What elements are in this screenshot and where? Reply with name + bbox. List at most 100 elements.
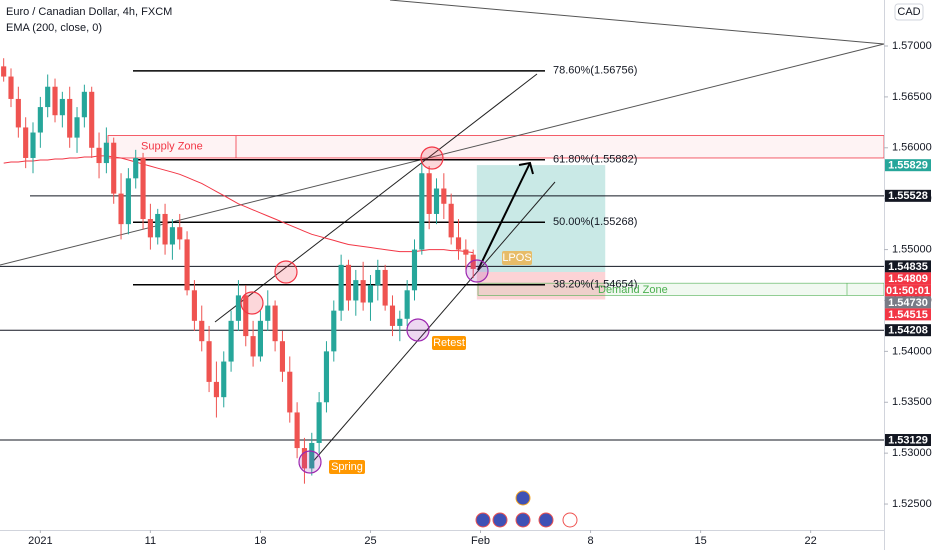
currency-label: CAD: [897, 6, 920, 18]
candle-body: [455, 237, 462, 250]
highlight-circle: [420, 146, 444, 170]
currency-button[interactable]: [894, 3, 924, 21]
price-tag-label: 1.54730: [888, 297, 928, 309]
event-icon[interactable]: [492, 512, 508, 528]
candle-body: [243, 295, 249, 337]
x-tick-label: 25: [364, 535, 376, 547]
trend-line: [214, 73, 538, 323]
price-tag-label: 1.55829: [888, 160, 928, 172]
candle-body: [30, 132, 36, 158]
candle-body: [111, 142, 117, 194]
candle-body: [419, 173, 425, 250]
candle-body: [191, 290, 197, 321]
candle-body: [103, 142, 109, 164]
event-icon[interactable]: [515, 512, 531, 528]
candle-body: [221, 361, 227, 398]
arrow: [477, 162, 531, 271]
x-tick-label: 11: [145, 535, 156, 547]
candle-body: [316, 402, 322, 443]
event-icon[interactable]: [475, 512, 491, 528]
event-icon[interactable]: [515, 490, 531, 506]
annotation-box: [432, 336, 466, 350]
candle-body: [23, 127, 29, 158]
candle-body: [426, 173, 432, 214]
candle-body: [331, 310, 337, 352]
candle-body: [338, 264, 344, 311]
candle-body: [169, 227, 175, 245]
highlight-circle: [240, 291, 264, 315]
candle-body: [448, 203, 454, 238]
candle-body: [199, 320, 205, 342]
candle-body: [265, 305, 271, 321]
candle-body: [228, 320, 234, 362]
price-tag-label: 1.54809: [888, 273, 928, 285]
candle-body: [470, 254, 476, 269]
x-tick-label: 22: [805, 535, 817, 547]
candle-body: [45, 86, 51, 108]
price-tag: [885, 260, 931, 273]
supply-zone: [107, 135, 885, 159]
candle-body: [404, 290, 410, 319]
candle-body: [206, 341, 212, 382]
candle-body: [441, 188, 447, 204]
candle-body: [147, 219, 153, 238]
candle-body: [397, 318, 403, 326]
y-tick-label: 1.54000: [892, 345, 932, 357]
annotation-label: LPOS: [502, 252, 531, 264]
position-target: [476, 165, 606, 272]
price-tag-label: 1.53129: [888, 434, 928, 446]
y-tick-label: 1.53500: [892, 396, 932, 408]
y-tick-label: 1.53000: [892, 447, 932, 459]
y-tick-label: 1.52500: [892, 498, 932, 510]
candle-body: [301, 448, 308, 469]
price-tag-label: 1.55528: [888, 190, 928, 202]
y-tick-label: 1.55000: [892, 243, 932, 255]
supply-zone-label: Supply Zone: [141, 141, 203, 153]
demand-zone-label: Demand Zone: [598, 284, 668, 296]
candle-body: [118, 193, 124, 225]
trend-line: [309, 181, 556, 466]
candle-body: [162, 213, 168, 245]
candle-body: [140, 157, 146, 220]
candle-body: [433, 188, 440, 214]
candle-body: [184, 239, 190, 291]
candle-body: [463, 249, 469, 255]
candle-body: [59, 98, 65, 116]
candle-body: [52, 86, 58, 116]
candle-body: [250, 336, 256, 357]
zones: Supply Zone: [107, 135, 885, 300]
candle-body: [360, 280, 366, 303]
candle-body: [37, 107, 43, 133]
candle-body: [345, 264, 352, 301]
fib-label: 38.20%(1.54654): [553, 279, 637, 291]
price-tag-label: 1.54515: [888, 309, 928, 321]
candle-body: [15, 98, 21, 128]
candle-body: [389, 305, 396, 326]
candle-body: [323, 351, 330, 403]
candle-body: [67, 98, 73, 138]
candle-body: [411, 249, 418, 291]
candle-body: [367, 285, 374, 303]
candle-body: [96, 147, 102, 164]
trend-line: [389, 0, 885, 45]
candle-body: [133, 157, 139, 179]
price-tag: [885, 159, 931, 172]
highlight-circle: [406, 318, 430, 342]
y-tick-label: 1.56500: [892, 91, 932, 103]
annotation-box: [329, 460, 365, 474]
fib-label: 50.00%(1.55268): [553, 216, 637, 228]
price-tag: [885, 308, 931, 321]
event-icon[interactable]: [562, 512, 578, 528]
candle-body: [309, 442, 315, 469]
x-tick-label: 8: [587, 535, 593, 547]
price-tag: [885, 284, 931, 297]
candle-body: [1, 66, 7, 77]
event-icons: [475, 490, 578, 528]
candle-body: [287, 371, 293, 413]
event-icon[interactable]: [538, 512, 554, 528]
candle-body: [375, 269, 381, 286]
candle-body: [125, 178, 131, 225]
annotation-label: Retest: [433, 337, 465, 349]
